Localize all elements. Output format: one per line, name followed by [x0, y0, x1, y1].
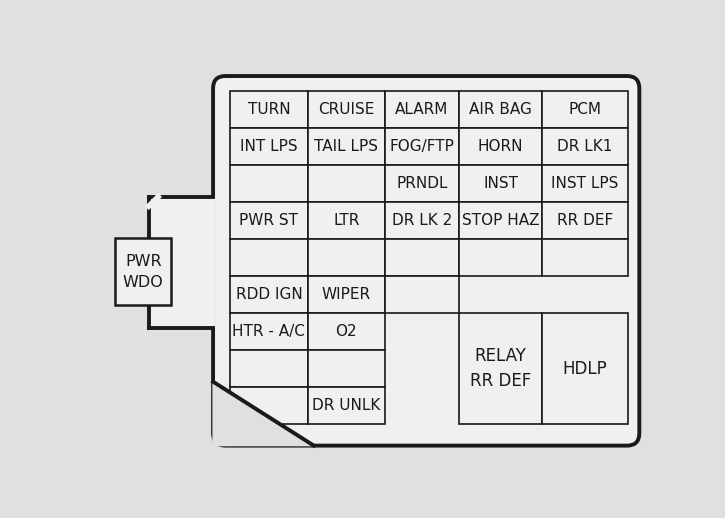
Bar [115, 238, 171, 306]
Text: HTR - A/C: HTR - A/C [233, 324, 305, 339]
Bar [307, 165, 385, 203]
Text: DR UNLK: DR UNLK [312, 398, 381, 413]
Bar [307, 313, 385, 350]
Text: DR LK 2: DR LK 2 [392, 213, 452, 228]
Bar [230, 203, 307, 239]
Bar [385, 91, 459, 128]
Bar [307, 276, 385, 313]
Bar [307, 239, 385, 276]
Text: PRNDL: PRNDL [396, 176, 447, 191]
Bar [230, 165, 307, 203]
Bar [459, 91, 542, 128]
Bar [307, 91, 385, 128]
Text: ALARM: ALARM [395, 103, 449, 118]
Bar [230, 387, 307, 424]
Text: PCM: PCM [568, 103, 602, 118]
Bar [459, 203, 542, 239]
Bar [307, 350, 385, 387]
Text: INT LPS: INT LPS [240, 139, 298, 154]
Bar [542, 203, 628, 239]
Bar [385, 239, 459, 276]
Bar [542, 313, 628, 424]
Text: RDD IGN: RDD IGN [236, 287, 302, 302]
Bar [230, 276, 307, 313]
Bar [230, 239, 307, 276]
Bar [230, 313, 307, 350]
Bar [307, 128, 385, 165]
Text: INST: INST [483, 176, 518, 191]
Polygon shape [213, 382, 314, 445]
Text: PWR ST: PWR ST [239, 213, 299, 228]
FancyBboxPatch shape [213, 76, 639, 445]
Bar [459, 239, 542, 276]
Text: HDLP: HDLP [563, 359, 608, 378]
Text: CRUISE: CRUISE [318, 103, 375, 118]
Text: AIR BAG: AIR BAG [469, 103, 532, 118]
Bar [542, 239, 628, 276]
Bar [385, 165, 459, 203]
Text: RELAY
RR DEF: RELAY RR DEF [470, 347, 531, 390]
Text: TAIL LPS: TAIL LPS [315, 139, 378, 154]
Bar [542, 165, 628, 203]
Bar [459, 128, 542, 165]
Bar [542, 91, 628, 128]
Text: STOP HAZ: STOP HAZ [462, 213, 539, 228]
Text: PWR
WDO: PWR WDO [123, 254, 164, 290]
Bar [230, 91, 307, 128]
Bar [385, 128, 459, 165]
Bar [459, 165, 542, 203]
Text: INST LPS: INST LPS [552, 176, 618, 191]
Bar [307, 203, 385, 239]
Bar [459, 313, 542, 424]
Bar [307, 387, 385, 424]
Text: WIPER: WIPER [322, 287, 371, 302]
Text: HORN: HORN [478, 139, 523, 154]
Bar [230, 350, 307, 387]
Bar [542, 128, 628, 165]
Text: FOG/FTP: FOG/FTP [389, 139, 455, 154]
Text: LTR: LTR [334, 213, 360, 228]
Text: TURN: TURN [247, 103, 290, 118]
Bar [385, 276, 459, 313]
Text: RR DEF: RR DEF [557, 213, 613, 228]
Bar [230, 128, 307, 165]
Bar [385, 203, 459, 239]
Text: DR LK1: DR LK1 [558, 139, 613, 154]
Bar [149, 197, 215, 328]
Text: O2: O2 [336, 324, 357, 339]
